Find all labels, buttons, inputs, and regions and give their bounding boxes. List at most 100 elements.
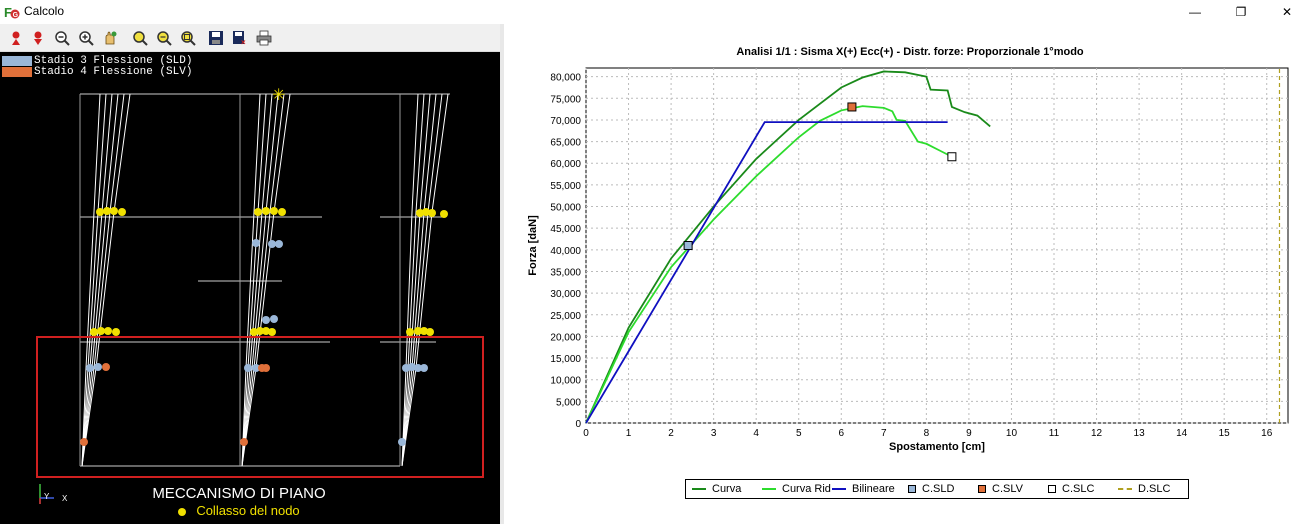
zoom-all-button[interactable] — [178, 28, 198, 48]
export-button[interactable]: × — [230, 28, 250, 48]
collapse-node-dot — [262, 327, 270, 335]
x-tick-label: 6 — [838, 428, 844, 439]
y-tick-label: 40,000 — [550, 246, 581, 257]
deformed-column — [401, 93, 437, 467]
legend-line — [762, 488, 776, 490]
sld-hinge-dot — [244, 364, 252, 372]
legend-label: D.SLC — [1138, 483, 1171, 495]
zoom-window-button[interactable] — [130, 28, 150, 48]
zoom-in-icon — [79, 31, 94, 46]
node-up-icon — [12, 31, 20, 45]
legend-line — [1118, 488, 1132, 490]
sld-hinge-dot — [402, 364, 410, 372]
collapse-node-dot — [406, 328, 414, 336]
zoom-all-icon — [181, 31, 196, 46]
x-tick-label: 11 — [1049, 428, 1060, 439]
collapse-node-dot — [268, 328, 276, 336]
legend-label-slv: Stadio 4 Flessione (SLV) — [34, 66, 193, 78]
window-title: Calcolo — [24, 4, 65, 18]
print-button[interactable] — [254, 28, 274, 48]
x-tick-label: 16 — [1261, 428, 1273, 439]
collapse-node-dot — [270, 207, 278, 215]
panel-splitter[interactable] — [500, 24, 504, 524]
legend-label-sld: Stadio 3 Flessione (SLD) — [34, 55, 193, 67]
sld-hinge-dot — [252, 364, 260, 372]
slv-hinge-dot — [102, 363, 110, 371]
zoom-out-button[interactable] — [52, 28, 72, 48]
maximize-button[interactable]: ❐ — [1218, 0, 1264, 24]
legend-line — [692, 488, 706, 490]
slv-hinge-dot — [262, 364, 270, 372]
legend-item-cslv: C.SLV — [978, 483, 1023, 495]
node-down-button[interactable] — [28, 28, 48, 48]
y-tick-label: 75,000 — [550, 94, 581, 105]
y-tick-label: 5,000 — [556, 397, 581, 408]
point-cslv — [847, 102, 857, 112]
legend-swatch-slv — [2, 67, 32, 77]
legend-marker — [908, 485, 916, 493]
chart-legend: Curva Curva Rid Bilineare C.SLD C.SLV C.… — [685, 479, 1189, 499]
deformed-column — [401, 93, 443, 467]
node-up-button[interactable] — [6, 28, 26, 48]
sld-hinge-dot — [94, 363, 102, 371]
collapse-node-dot — [414, 327, 422, 335]
minimize-button[interactable]: — — [1172, 0, 1218, 24]
y-tick-label: 70,000 — [550, 116, 581, 127]
legend-label: C.SLC — [1062, 483, 1095, 495]
chart-canvas: 0 1 2 3 4 5 6 7 8 9 10 11 12 13 14 15 1605,00010,00015,0… — [527, 67, 1289, 453]
legend-line — [832, 488, 846, 490]
mechanism-title: MECCANISMO DI PIANO — [152, 485, 326, 502]
collapse-node-dot — [118, 208, 126, 216]
x-axis-label: Spostamento [cm] — [889, 441, 985, 453]
sld-hinge-dot — [252, 239, 260, 247]
zoom-out-icon — [55, 31, 70, 46]
y-tick-label: 50,000 — [550, 203, 581, 214]
structure-viewport[interactable]: Stadio 3 Flessione (SLD) Stadio 4 Flessi… — [0, 52, 500, 524]
deformed-column — [81, 93, 107, 467]
mechanism-highlight-box — [36, 336, 484, 478]
mechanism-subtitle: Collasso del nodo — [0, 503, 478, 518]
sld-hinge-dot — [414, 364, 422, 372]
zoom-in-button[interactable] — [76, 28, 96, 48]
close-button[interactable]: ✕ — [1264, 0, 1310, 24]
collapse-node-dot — [440, 210, 448, 218]
legend-item-curva-rid: Curva Rid — [762, 483, 831, 495]
point-cslc — [947, 152, 957, 162]
sld-hinge-dot — [268, 240, 276, 248]
deformed-column — [241, 93, 285, 467]
legend-label: Curva — [712, 483, 742, 495]
collapse-node-dot — [420, 327, 428, 335]
y-tick-label: 80,000 — [550, 73, 581, 84]
sld-hinge-dot — [262, 316, 270, 324]
pan-button[interactable] — [100, 28, 120, 48]
x-tick-label: 2 — [668, 428, 674, 439]
print-icon — [256, 30, 272, 46]
series-bilineare — [585, 121, 948, 424]
legend-label: C.SLV — [992, 483, 1023, 495]
zoom-reset-button[interactable] — [154, 28, 174, 48]
legend-marker — [1048, 485, 1056, 493]
legend-label: Bilineare — [852, 483, 895, 495]
slv-hinge-dot — [240, 438, 248, 446]
y-tick-label: 45,000 — [550, 224, 581, 235]
app-icon: F G — [4, 5, 20, 20]
collapse-node-dot — [278, 208, 286, 216]
deformed-column — [241, 93, 291, 467]
collapse-node-dot — [97, 327, 105, 335]
deformed-column — [401, 93, 449, 467]
x-tick-label: 14 — [1176, 428, 1188, 439]
y-tick-label: 0 — [575, 419, 581, 430]
slv-hinge-dot — [80, 438, 88, 446]
collapse-node-dot — [250, 328, 258, 336]
chart-title: Analisi 1/1 : Sisma X(+) Ecc(+) - Distr.… — [736, 46, 1084, 58]
x-tick-label: 5 — [796, 428, 802, 439]
y-tick-label: 55,000 — [550, 181, 581, 192]
legend-item-dslc: D.SLC — [1118, 483, 1170, 495]
svg-text:×: × — [241, 38, 246, 46]
save-button[interactable] — [206, 28, 226, 48]
x-tick-label: 3 — [711, 428, 717, 439]
deformed-column — [241, 93, 261, 467]
collapse-node-dot — [103, 207, 111, 215]
maximize-icon: ❐ — [1235, 5, 1247, 19]
y-tick-label: 35,000 — [550, 267, 581, 278]
